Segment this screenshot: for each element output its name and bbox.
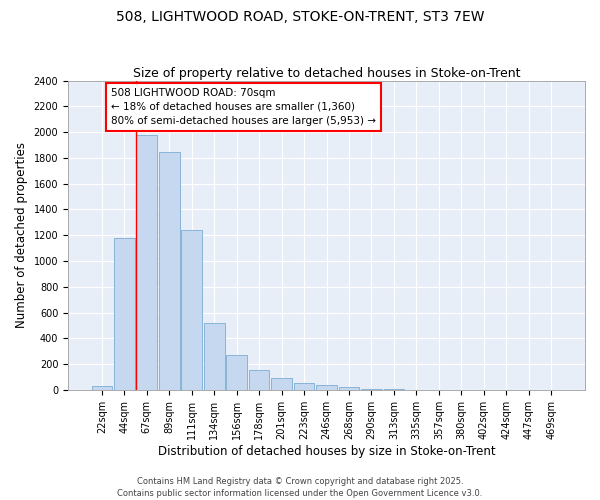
Bar	[159, 152, 179, 390]
Bar	[136, 136, 157, 390]
Bar	[92, 386, 112, 390]
Y-axis label: Number of detached properties: Number of detached properties	[15, 142, 28, 328]
Bar	[316, 385, 337, 390]
Bar	[114, 238, 134, 390]
Text: 508 LIGHTWOOD ROAD: 70sqm
← 18% of detached houses are smaller (1,360)
80% of se: 508 LIGHTWOOD ROAD: 70sqm ← 18% of detac…	[111, 88, 376, 126]
Bar	[181, 230, 202, 390]
Bar	[271, 378, 292, 390]
Text: Contains HM Land Registry data © Crown copyright and database right 2025.
Contai: Contains HM Land Registry data © Crown c…	[118, 476, 482, 498]
Bar	[338, 387, 359, 390]
Bar	[226, 355, 247, 390]
Bar	[294, 384, 314, 390]
Bar	[361, 389, 382, 390]
X-axis label: Distribution of detached houses by size in Stoke-on-Trent: Distribution of detached houses by size …	[158, 444, 496, 458]
Bar	[249, 370, 269, 390]
Text: 508, LIGHTWOOD ROAD, STOKE-ON-TRENT, ST3 7EW: 508, LIGHTWOOD ROAD, STOKE-ON-TRENT, ST3…	[116, 10, 484, 24]
Bar	[204, 323, 224, 390]
Title: Size of property relative to detached houses in Stoke-on-Trent: Size of property relative to detached ho…	[133, 66, 520, 80]
